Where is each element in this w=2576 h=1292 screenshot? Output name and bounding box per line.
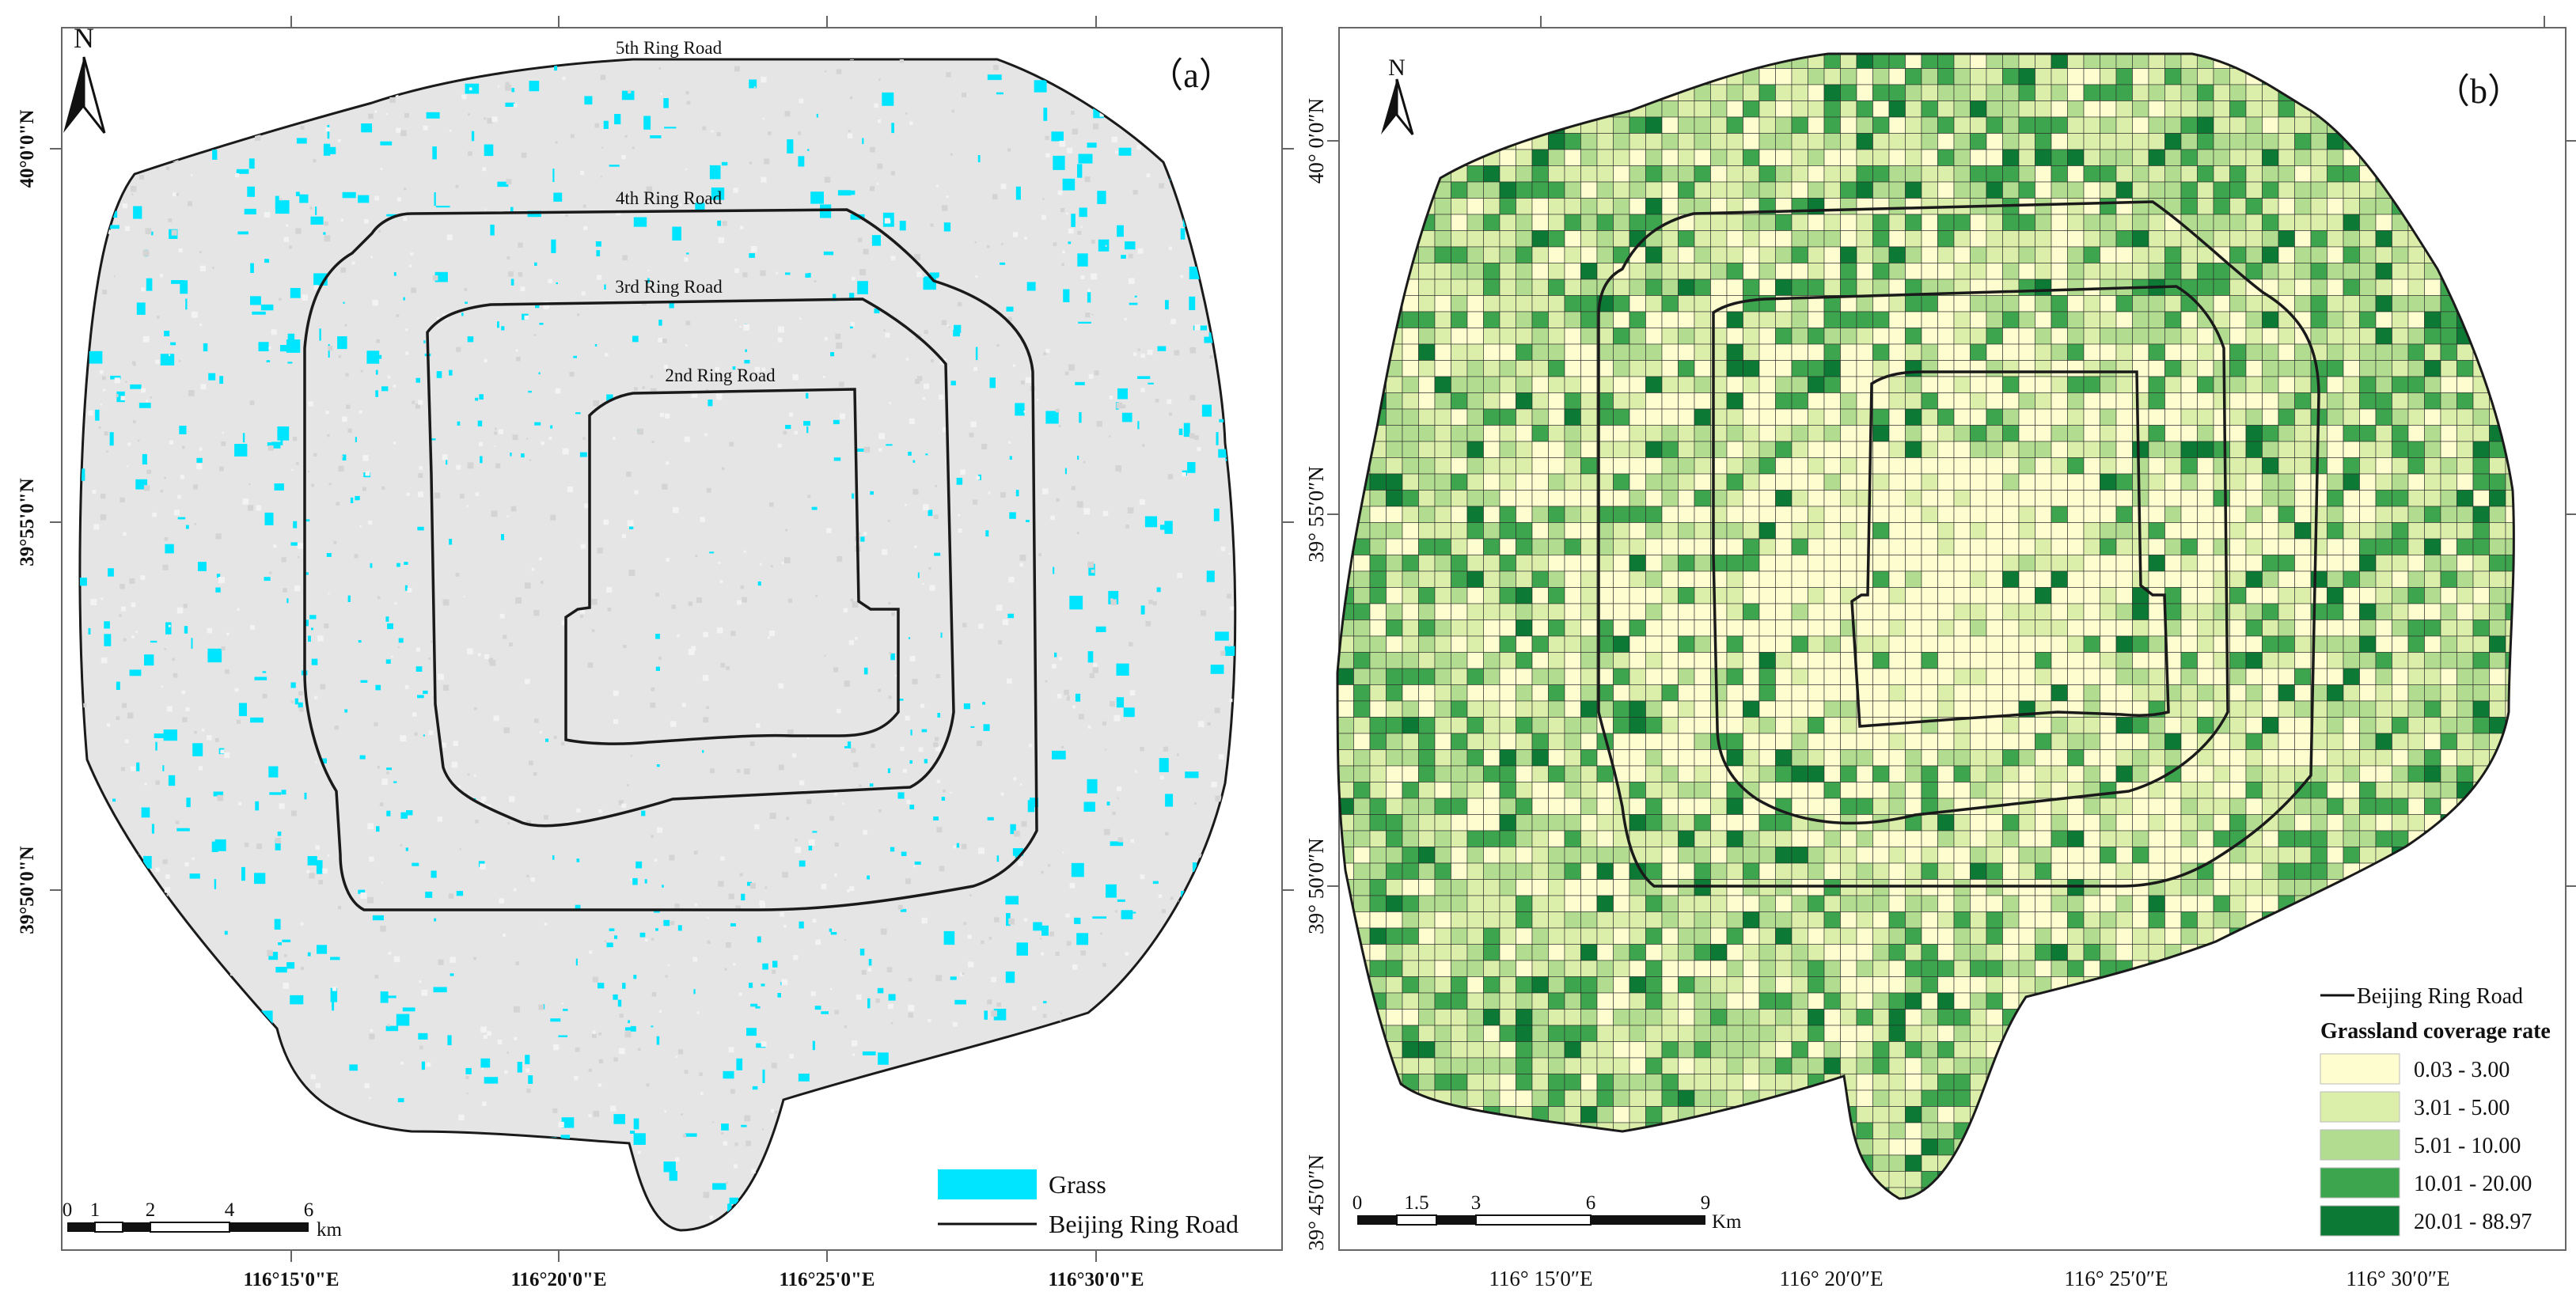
- ring-road-3: [426, 297, 955, 828]
- scale-label: 4: [225, 1199, 235, 1221]
- lat-tick-label: 39°55'0"N: [17, 478, 38, 566]
- north-arrow-icon: N: [63, 22, 106, 134]
- north-label-b: N: [1388, 55, 1406, 81]
- panel-b-label: （b）: [2435, 72, 2522, 111]
- scale-label-b: 6: [1586, 1192, 1596, 1214]
- lon-tick-label: 116°20'0"E: [510, 1269, 606, 1290]
- lat-tick-label-b: 40° 0′0″N: [1304, 98, 1328, 184]
- ring-road-3-b: [1712, 285, 2229, 825]
- scale-label-b: 0: [1352, 1192, 1363, 1214]
- ring-label-3: 3rd Ring Road: [615, 277, 723, 297]
- scale-label-b: 3: [1471, 1192, 1481, 1214]
- scale-label: 2: [146, 1199, 156, 1221]
- ring-road-2-b: [1850, 370, 2170, 728]
- legend-class: 20.01 - 88.97: [2414, 1210, 2532, 1234]
- lat-tick-label: 39°50'0"N: [17, 846, 38, 934]
- panel-b-scale-bar: 0 1.5 3 6 9 Km: [1352, 1192, 1742, 1233]
- legend-class: 10.01 - 20.00: [2414, 1172, 2532, 1196]
- lon-tick-label-b: 116° 20′0″E: [1779, 1267, 1883, 1290]
- panel-b-ticks: [1327, 16, 2576, 887]
- legend-class: 0.03 - 3.00: [2414, 1058, 2510, 1082]
- legend-class: 3.01 - 5.00: [2414, 1096, 2510, 1120]
- panel-a-label: （a）: [1148, 56, 1234, 95]
- north-arrow-icon: N: [1381, 55, 1414, 135]
- ring-road-2: [564, 388, 900, 745]
- scale-label-b: 9: [1701, 1192, 1711, 1214]
- legend-ring: Beijing Ring Road: [1049, 1210, 1239, 1238]
- lat-tick-label: 40°0'0"N: [17, 110, 38, 188]
- ring-road-4: [303, 208, 1038, 911]
- legend-title: Grassland coverage rate: [2320, 1019, 2551, 1044]
- lat-tick-label-b: 39° 55′0″N: [1304, 466, 1328, 563]
- lon-tick-label: 116°15'0"E: [243, 1269, 339, 1290]
- lat-tick-label-b: 39° 45′0″N: [1304, 1154, 1328, 1251]
- legend-ring-b: Beijing Ring Road: [2357, 984, 2523, 1009]
- legend-class: 5.01 - 10.00: [2414, 1134, 2521, 1158]
- panel-a: 5th Ring Road 4th Ring Road 3rd Ring Roa…: [17, 16, 1294, 1290]
- scale-label-b: 1.5: [1404, 1192, 1428, 1214]
- legend-grass: Grass: [1049, 1170, 1106, 1199]
- scale-unit-b: Km: [1712, 1211, 1742, 1233]
- scale-label: 6: [304, 1199, 314, 1221]
- panel-b: N （b） 116° 15′0″E 116° 20′0″E 116° 25′0″…: [1304, 16, 2576, 1290]
- panel-b-boundary: [1336, 52, 2515, 1200]
- north-label: N: [74, 22, 94, 54]
- ring-road-4-b: [1597, 200, 2320, 888]
- scale-unit: km: [317, 1219, 343, 1241]
- lon-tick-label: 116°25'0"E: [779, 1269, 874, 1290]
- lon-tick-label-b: 116° 30′0″E: [2346, 1267, 2449, 1290]
- lon-tick-label-b: 116° 25′0″E: [2064, 1267, 2168, 1290]
- lat-tick-label-b: 39° 50′0″N: [1304, 838, 1328, 934]
- ring-label-5: 5th Ring Road: [616, 38, 723, 58]
- lon-tick-label-b: 116° 15′0″E: [1489, 1267, 1592, 1290]
- lon-tick-label: 116°30'0"E: [1048, 1269, 1144, 1290]
- panel-a-scale-bar: 0 1 2 4 6 km: [63, 1199, 343, 1241]
- ring-label-4: 4th Ring Road: [616, 188, 723, 208]
- panel-b-legend: Beijing Ring Road Grassland coverage rat…: [2320, 984, 2551, 1237]
- grass-swatch: [938, 1169, 1037, 1199]
- panel-a-ticks: [50, 16, 1294, 1262]
- scale-label: 0: [63, 1199, 73, 1221]
- scale-label: 1: [90, 1199, 101, 1221]
- ring-label-2: 2nd Ring Road: [665, 366, 776, 385]
- panel-a-legend: Grass Beijing Ring Road: [938, 1169, 1239, 1238]
